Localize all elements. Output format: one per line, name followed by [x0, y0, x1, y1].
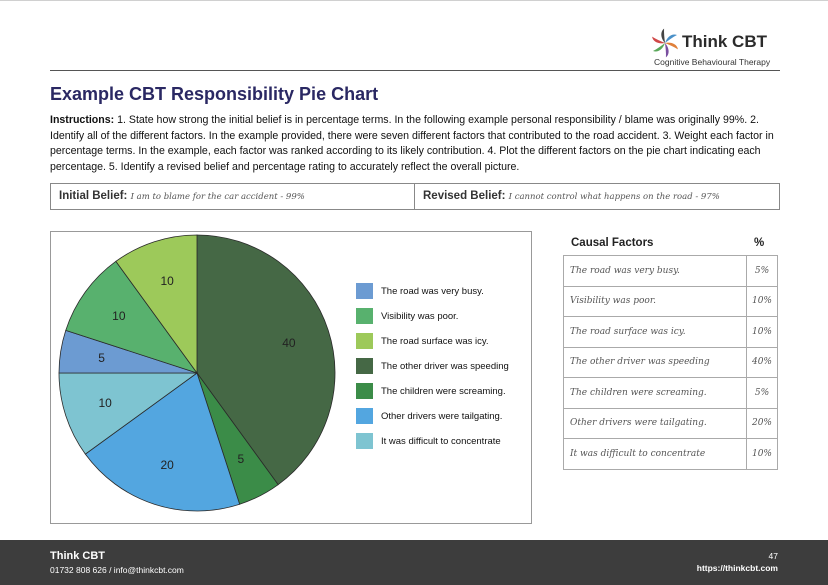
- page-title: Example CBT Responsibility Pie Chart: [50, 84, 379, 104]
- pie-chart-panel: 40 5 20 10 5 10 10 The road was very busy. Visi…: [50, 231, 532, 524]
- legend-label: Other drivers were tailgating.: [381, 410, 503, 422]
- legend-label: Visibility was poor.: [381, 310, 459, 322]
- table-row: The children were screaming. 5%: [563, 377, 778, 409]
- legend-item: The children were screaming.: [356, 383, 506, 399]
- pie-chart: 40 5 20 10 5 10 10: [58, 234, 336, 512]
- percent-cell: 20%: [746, 407, 778, 439]
- factor-cell: The children were screaming.: [563, 377, 747, 409]
- percent-cell: 40%: [746, 346, 778, 378]
- revised-belief-cell: Revised Belief: I cannot control what ha…: [423, 184, 775, 209]
- initial-belief-label: Initial Belief:: [59, 190, 128, 202]
- legend-item: The road surface was icy.: [356, 333, 489, 349]
- instructions-label: Instructions:: [50, 114, 115, 126]
- factor-cell: The other driver was speeding: [563, 346, 747, 378]
- legend-swatch: [356, 408, 373, 424]
- factor-cell: The road surface was icy.: [563, 316, 747, 348]
- logo-title: Think CBT: [682, 32, 767, 51]
- pinwheel-logo-icon: [652, 28, 678, 58]
- slice-data-label: 20: [160, 458, 174, 472]
- pie-slice: [58, 372, 199, 455]
- instructions-paragraph: Instructions: 1. State how strong the in…: [50, 113, 780, 175]
- legend-label: The children were screaming.: [381, 385, 506, 397]
- factors-header-label: Causal Factors: [571, 237, 654, 249]
- causal-factors-table: The road was very busy. 5% Visibility was …: [563, 255, 778, 470]
- header-divider: [50, 70, 780, 71]
- legend-label: It was difficult to concentrate: [381, 435, 501, 447]
- percent-cell: 5%: [746, 377, 778, 409]
- legend-swatch: [356, 333, 373, 349]
- legend-label: The road was very busy.: [381, 285, 484, 297]
- factors-header-percent: %: [754, 237, 765, 249]
- legend-item: The road was very busy.: [356, 283, 484, 299]
- pie-slice: [65, 260, 199, 374]
- pie-slice: [84, 372, 241, 512]
- factor-cell: The road was very busy.: [563, 255, 747, 287]
- footer-brand: Think CBT: [50, 550, 105, 562]
- legend-swatch: [356, 283, 373, 299]
- percent-cell: 10%: [746, 316, 778, 348]
- footer: Think CBT 01732 808 626 / info@thinkcbt.…: [0, 540, 828, 585]
- table-row: The road surface was icy. 10%: [563, 316, 778, 348]
- legend-swatch: [356, 358, 373, 374]
- logo-subtitle: Cognitive Behavioural Therapy: [654, 57, 771, 67]
- slice-data-label: 10: [112, 309, 126, 323]
- page-number: 47: [768, 551, 778, 561]
- table-row: Visibility was poor. 10%: [563, 285, 778, 317]
- percent-cell: 5%: [746, 255, 778, 287]
- legend-swatch: [356, 308, 373, 324]
- slice-data-label: 10: [98, 396, 112, 410]
- factor-cell: It was difficult to concentrate: [563, 438, 747, 470]
- logo[interactable]: Think CBT Cognitive Behavioural Therapy: [650, 28, 780, 68]
- instructions-text: 1. State how strong the initial belief i…: [50, 114, 774, 173]
- table-row: The road was very busy. 5%: [563, 255, 778, 287]
- factor-cell: Visibility was poor.: [563, 285, 747, 317]
- table-row: The other driver was speeding 40%: [563, 346, 778, 378]
- legend-item: Visibility was poor.: [356, 308, 458, 324]
- revised-belief-label: Revised Belief:: [423, 190, 506, 202]
- footer-contact[interactable]: 01732 808 626 / info@thinkcbt.com: [50, 565, 184, 575]
- percent-cell: 10%: [746, 285, 778, 317]
- legend-label: The road surface was icy.: [381, 335, 489, 347]
- legend-item: It was difficult to concentrate: [356, 433, 501, 449]
- belief-divider: [414, 184, 415, 209]
- slice-data-label: 40: [282, 336, 296, 350]
- belief-row: Initial Belief: I am to blame for the ca…: [50, 183, 780, 210]
- slice-data-label: 5: [238, 452, 245, 466]
- legend-swatch: [356, 433, 373, 449]
- legend-swatch: [356, 383, 373, 399]
- initial-belief-cell: Initial Belief: I am to blame for the ca…: [59, 184, 409, 209]
- revised-belief-value: I cannot control what happens on the roa…: [508, 192, 720, 202]
- legend-item: Other drivers were tailgating.: [356, 408, 502, 424]
- pie-slice: [115, 234, 198, 375]
- legend-label: The other driver was speeding: [381, 360, 509, 372]
- table-row: It was difficult to concentrate 10%: [563, 438, 778, 470]
- footer-url[interactable]: https://thinkcbt.com: [696, 563, 778, 573]
- legend-item: The other driver was speeding: [356, 358, 509, 374]
- top-border: [0, 0, 828, 5]
- factor-cell: Other drivers were tailgating.: [563, 407, 747, 439]
- percent-cell: 10%: [746, 438, 778, 470]
- slice-data-label: 5: [98, 351, 105, 365]
- table-row: Other drivers were tailgating. 20%: [563, 407, 778, 439]
- pie-slice: [196, 234, 336, 486]
- slice-data-label: 10: [160, 274, 174, 288]
- initial-belief-value: I am to blame for the car accident - 99%: [130, 192, 305, 202]
